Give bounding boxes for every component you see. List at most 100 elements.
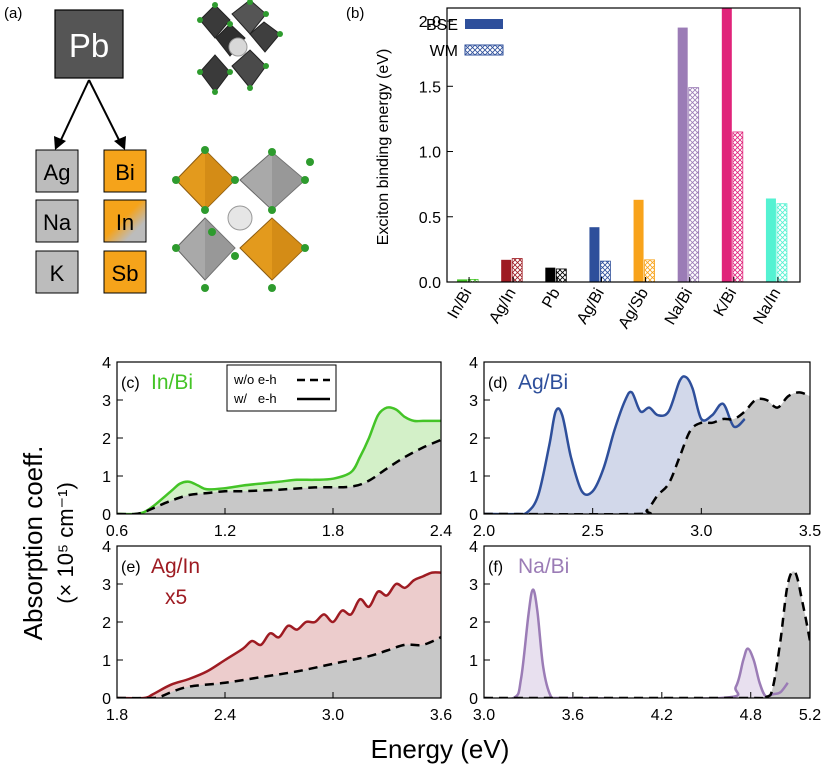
panel-a: (a) Pb Ag Na K Bi In Sb [4,0,314,294]
arrowhead-right [114,136,126,150]
xtick-label: 2.4 [214,707,236,724]
line-with-eh [117,571,441,698]
ytick-label: 2 [469,615,478,632]
xtick-label: Ag/In [486,286,519,327]
ytick-label: 4 [102,355,111,372]
double-perovskite-structure [172,146,314,292]
ytick-label: 1 [469,653,478,670]
arrow-left [59,79,90,143]
panel-b-ylabel: Exciton binding energy (eV) [375,49,392,246]
panel-b-legend: BSE WM [426,17,504,60]
bar-bse-ag-in [501,259,512,282]
xtick-label: 1.2 [214,523,236,540]
panel-d-absorption: 0 1 2 3 4 2.0 2.5 3.0 3.5 (d) Ag/Bi [469,355,821,540]
bar-bse-na-bi [677,27,688,283]
xtick-label: 1.8 [322,523,344,540]
panel-b-frame [446,7,801,283]
ytick-label: 1.5 [419,79,441,96]
xtick-label: 4.2 [651,707,673,724]
k-box [35,250,79,294]
xtick-label: 3.6 [562,707,584,724]
xtick-label: 1.8 [106,707,128,724]
panel-f-absorption: 0 1 2 3 4 3.0 3.6 4.2 4.8 5.2 (f) Na/Bi [469,539,821,724]
ytick-label: 0 [469,507,478,524]
area-with-eh [484,589,788,698]
scale-annotation: x5 [165,586,187,609]
panel-label: (e) [121,559,141,576]
ytick-label: 4 [102,539,111,556]
panel-e-absorption: 0 1 2 3 4 1.8 2.4 3.0 3.6 (e) Ag/In x5 [102,539,452,724]
panel-b-label: (b) [346,5,364,22]
composition-label: Na/Bi [518,555,569,578]
ytick-label: 2 [102,615,111,632]
line-without-eh [117,438,441,514]
panel-label: (c) [121,375,140,392]
xtick-label: Na/In [751,286,785,328]
panel-label: (f) [488,559,503,576]
bar-bse-k-bi [721,8,732,282]
panel-label: (d) [488,375,508,392]
line-without-eh [484,391,810,514]
composition-label: Ag/In [151,555,200,578]
panel-c-legend: w/o e-h w/ e-h [226,364,337,412]
xtick-label: 2.4 [430,523,452,540]
ytick-label: 0.0 [419,275,441,292]
ytick-label: 3 [469,393,478,410]
ag-box [35,149,79,193]
shared-ylabel-line1: Absorption coeff. [18,446,48,641]
na-box [35,199,79,243]
line-without-eh [117,636,441,698]
line-without-eh [484,570,810,698]
bar-bse-in-bi [457,279,468,282]
ytick-label: 0 [469,691,478,708]
panel-c-absorption: 0 1 2 3 4 0.6 1.2 1.8 2.4 (c) In/Bi [102,355,452,540]
xtick-label: 0.6 [106,523,128,540]
bar-bse-na-in [765,198,776,282]
ytick-label: 1 [102,653,111,670]
legend-with-eh: w/ e-h [233,391,277,406]
ytick-label: 2 [469,431,478,448]
xtick-label: Na/Bi [662,286,696,328]
panel-a-label: (a) [4,5,22,22]
sb-box [103,250,147,294]
xtick-label: 3.0 [690,523,712,540]
pb-text: Pb [69,27,109,64]
k-text: K [50,261,65,286]
line-with-eh [117,406,441,514]
area-without-eh [117,637,441,698]
sb-text: Sb [112,261,139,286]
ytick-label: 3 [102,393,111,410]
xtick-label: 5.2 [799,707,821,724]
xtick-label: 3.0 [473,707,495,724]
bar-bse-ag-sb [633,199,644,282]
xtick-label: 2.5 [582,523,604,540]
xtick-label: Ag/Sb [616,285,653,331]
xtick-label: 4.8 [740,707,762,724]
ytick-label: 3 [102,577,111,594]
ytick-label: 1 [469,469,478,486]
bi-box [103,149,147,193]
xtick-label: 3.5 [799,523,821,540]
bar-bse-pb [545,267,556,282]
arrow-right [88,79,121,143]
in-text: In [116,210,134,235]
xtick-label: 3.6 [430,707,452,724]
shared-ylabel-line2: (× 10⁵ cm⁻¹) [53,482,78,604]
area-without-eh [484,571,810,698]
ytick-label: 4 [469,355,478,372]
xtick-label: In/Bi [445,286,476,322]
area-without-eh [117,439,441,514]
xtick-label: 2.0 [473,523,495,540]
bar-wm-na-bi [688,87,700,283]
ag-text: Ag [44,160,71,185]
na-text: Na [43,210,72,235]
legend-without-eh: w/o e-h [233,372,277,387]
composition-label: In/Bi [151,371,193,394]
xtick-label: Pb [539,285,564,311]
xtick-label: K/Bi [711,286,740,320]
legend-wm-text: WM [430,43,458,60]
pb-perovskite-structure [197,0,283,95]
pb-box [54,9,124,79]
legend-bse-text: BSE [426,17,458,34]
